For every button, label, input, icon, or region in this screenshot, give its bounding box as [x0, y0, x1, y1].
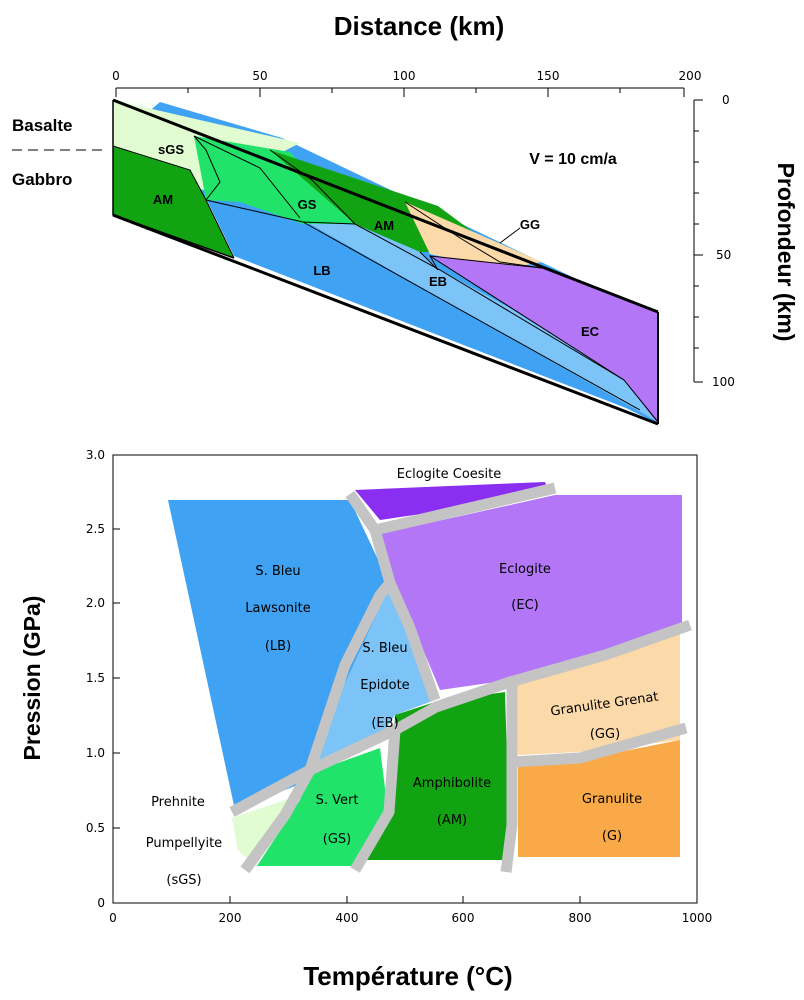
x-axis: 0 200 400 600 800 1000 — [109, 896, 712, 925]
zone-label-am-left: AM — [153, 192, 173, 207]
gg-boundary — [404, 201, 543, 269]
y-tick-label: 3.0 — [86, 448, 105, 462]
cross-section: Distance (km) 0 50 100 150 200 — [12, 11, 799, 426]
label-eb-line1: S. Bleu — [362, 641, 407, 656]
boundary-coesite — [373, 482, 557, 536]
zone-am-left — [113, 146, 234, 258]
boundary-gg-g — [511, 722, 688, 768]
label-sgs-abbr: (sGS) — [166, 873, 201, 888]
label-gs-abbr: (GS) — [323, 832, 351, 847]
zone-label-eb: EB — [429, 274, 447, 289]
label-lb-abbr: (LB) — [265, 639, 291, 654]
distance-tick-label: 50 — [252, 69, 267, 83]
boundary-gs-am — [350, 729, 401, 873]
label-am-abbr: (AM) — [437, 813, 467, 828]
depth-tick-label: 100 — [712, 375, 735, 389]
label-eclogite-coesite: Eclogite Coesite — [397, 467, 502, 482]
gabbro-label: Gabbro — [12, 170, 72, 189]
field-eclogite — [375, 495, 682, 690]
distance-tick-label: 0 — [112, 69, 120, 83]
label-lb-line2: Lawsonite — [245, 601, 311, 616]
y-tick-label: 0.5 — [86, 821, 105, 835]
label-granulite: Granulite — [582, 792, 642, 807]
boundary-lb-eb — [304, 490, 396, 772]
x-axis-title: Température (°C) — [303, 961, 512, 991]
field-granulite-garnet — [515, 632, 680, 755]
label-eb-line2: Epidote — [360, 678, 409, 693]
x-tick-label: 600 — [452, 911, 475, 925]
plot-frame — [112, 454, 698, 904]
facies-boundaries — [229, 482, 692, 874]
depth-tick-label: 50 — [716, 248, 731, 262]
x-tick-label: 200 — [219, 911, 242, 925]
gs-am-boundary — [269, 149, 356, 225]
label-lb-line1: S. Bleu — [255, 564, 300, 579]
x-tick-label: 400 — [336, 911, 359, 925]
am-boundary — [112, 145, 235, 259]
distance-tick-label: 100 — [393, 69, 416, 83]
label-greenschist: S. Vert — [316, 793, 359, 808]
zone-label-sgs: sGS — [158, 142, 184, 157]
zone-label-ec: EC — [581, 324, 600, 339]
zone-label-lb: LB — [313, 263, 330, 278]
y-tick-label: 0 — [97, 896, 105, 910]
label-g-abbr: (G) — [602, 829, 622, 844]
zone-label-gg: GG — [520, 217, 540, 232]
distance-axis-title: Distance (km) — [334, 11, 505, 41]
boundary-am-granulite — [500, 682, 518, 873]
label-amphibolite: Amphibolite — [413, 776, 491, 791]
y-tick-label: 2.5 — [86, 522, 105, 536]
x-tick-label: 1000 — [682, 911, 713, 925]
basalte-label: Basalte — [12, 116, 72, 135]
x-tick-label: 800 — [569, 911, 592, 925]
label-eb-abbr: (EB) — [371, 716, 398, 731]
y-axis: 0 0.5 1.0 1.5 2.0 2.5 3.0 — [86, 448, 120, 910]
zone-gs — [194, 136, 355, 224]
label-prehnite: Prehnite — [151, 795, 205, 810]
slab-top-edge — [112, 98, 659, 314]
field-greenschist — [257, 748, 388, 866]
phase-diagram: 0 0.5 1.0 1.5 2.0 2.5 3.0 0 200 400 600 … — [19, 448, 712, 991]
x-tick-label: 0 — [109, 911, 117, 925]
velocity-label: V = 10 cm/a — [529, 151, 617, 168]
field-eclogite-coesite — [355, 482, 550, 520]
gg-leader-line — [499, 227, 521, 244]
slab-bottom-edge — [112, 213, 659, 426]
y-tick-label: 1.0 — [86, 746, 105, 760]
distance-tick-label: 200 — [679, 69, 702, 83]
label-pumpellyite: Pumpellyite — [146, 836, 222, 851]
slab-boundaries — [112, 98, 659, 426]
depth-tick-label: 0 — [722, 93, 730, 107]
boundary-eb-ec — [384, 580, 441, 702]
distance-tick-label: 150 — [537, 69, 560, 83]
slab-zones — [113, 100, 658, 424]
field-granulite — [518, 740, 680, 857]
sgs-gs-boundary — [193, 135, 301, 219]
eb-ec-boundary — [419, 251, 543, 271]
field-blueschist-epidote — [305, 585, 435, 770]
label-gg-abbr: (GG) — [590, 727, 620, 742]
label-eclogite: Eclogite — [499, 562, 551, 577]
depth-axis-title: Profondeur (km) — [773, 163, 799, 342]
y-tick-label: 1.5 — [86, 671, 105, 685]
y-axis-title: Pression (GPa) — [19, 596, 45, 761]
facies-fields — [168, 482, 682, 866]
eb-lb-boundary — [302, 221, 641, 411]
zone-label-gs: GS — [298, 197, 317, 212]
y-tick-label: 2.0 — [86, 596, 105, 610]
ec-eb-boundary — [429, 255, 625, 381]
boundary-sgs-gs — [240, 767, 315, 874]
zone-ec — [430, 256, 658, 424]
label-eclogite-abbr: (EC) — [511, 598, 538, 613]
zone-label-am-mid: AM — [374, 218, 394, 233]
